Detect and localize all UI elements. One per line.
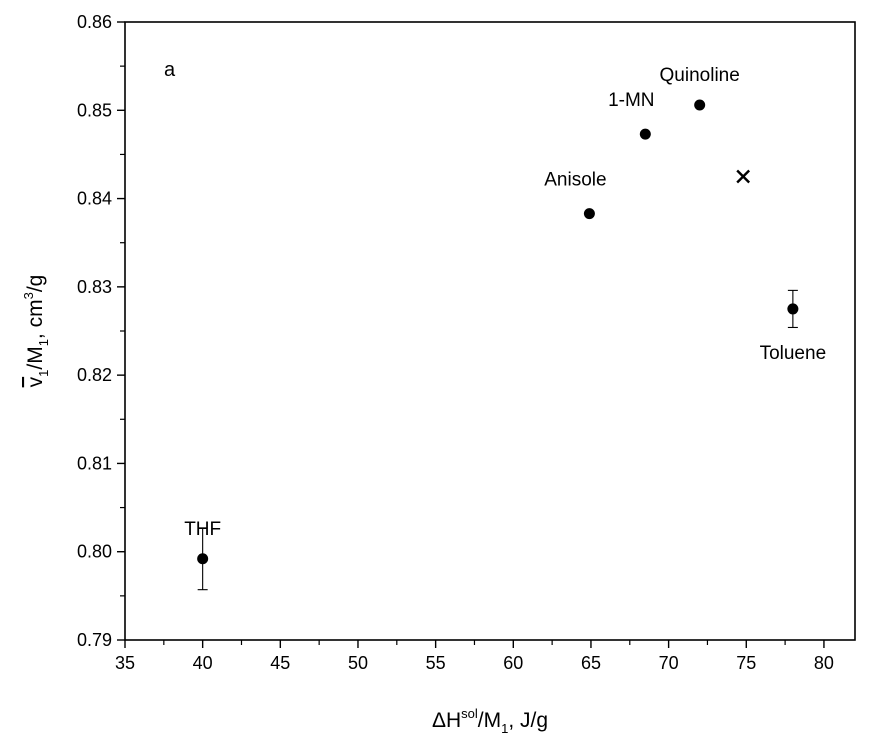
points-layer: THF Anisole 1-MN Quinoline Toluene (184, 65, 827, 591)
point-label: THF (184, 519, 221, 540)
y-axis-title: v1/M1, cm3/g (21, 275, 51, 388)
x-tick-label: 45 (270, 653, 290, 673)
cross-marker (736, 169, 751, 184)
point-label: 1-MN (608, 90, 654, 111)
x-tick-label: 65 (581, 653, 601, 673)
data-point (583, 208, 595, 220)
x-tick-label: 40 (193, 653, 213, 673)
y-tick-label: 0.82 (77, 365, 112, 385)
data-point (694, 99, 706, 111)
x-tick-label: 35 (115, 653, 135, 673)
y-tick-label: 0.83 (77, 277, 112, 297)
x-tick-label: 70 (659, 653, 679, 673)
x-tick-label: 50 (348, 653, 368, 673)
plot-frame (124, 21, 856, 641)
x-tick-label: 80 (814, 653, 834, 673)
x-tick-label: 60 (503, 653, 523, 673)
y-tick-label: 0.85 (77, 100, 112, 120)
y-tick-label: 0.80 (77, 542, 112, 562)
data-point (197, 553, 209, 565)
data-point (787, 303, 799, 315)
y-tick-label: 0.84 (77, 189, 112, 209)
point-label: Anisole (544, 170, 606, 191)
y-tick-label: 0.79 (77, 630, 112, 650)
y-tick-label: 0.86 (77, 12, 112, 32)
ticks-layer: 35 40 45 50 55 60 65 70 75 80 0.79 0.80 0.81 0.82 0.83… (77, 12, 834, 673)
panel-label: a (164, 59, 176, 81)
x-tick-label: 55 (426, 653, 446, 673)
x-axis-title: ΔHsol/M1, J/g (432, 706, 548, 736)
cross-stroke (736, 169, 751, 184)
point-label: Quinoline (660, 65, 740, 86)
x-tick-label: 75 (736, 653, 756, 673)
y-tick-label: 0.81 (77, 453, 112, 473)
data-point (639, 128, 651, 140)
point-label: Toluene (760, 343, 827, 364)
